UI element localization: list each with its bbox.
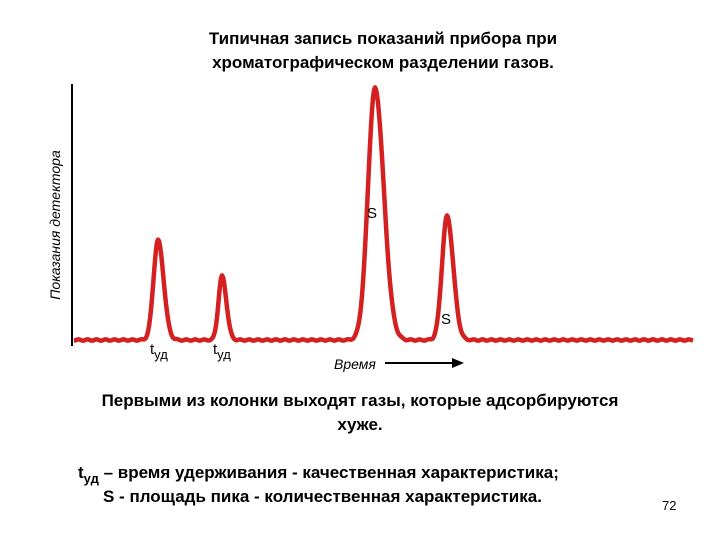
title-line: Типичная запись показаний прибора при (209, 29, 557, 48)
paragraph-line: хуже. (337, 415, 382, 434)
page-number: 72 (662, 498, 676, 513)
definition-text: – время удерживания - качественная харак… (99, 463, 559, 482)
subscript: уд (217, 347, 231, 362)
retention-label: tуд (213, 341, 231, 362)
paragraph-line: Первыми из колонки выходят газы, которые… (102, 391, 619, 410)
chromatogram (72, 85, 695, 343)
definition: S - площадь пика - количественная характ… (103, 487, 542, 506)
y-axis-label: Показания детектора (47, 150, 63, 300)
subscript: уд (154, 347, 168, 362)
symbol: t (150, 341, 155, 358)
retention-label: tуд (150, 341, 168, 362)
arrow-head (452, 358, 464, 368)
peak-label: S (367, 205, 377, 222)
peak-label: S (441, 311, 451, 328)
title-line: хроматографическом разделении газов. (212, 53, 554, 72)
subscript: уд (84, 471, 100, 486)
definition: tуд – время удерживания - качественная х… (78, 463, 559, 486)
symbol: t (78, 463, 84, 482)
x-axis-label: Время (334, 356, 376, 372)
symbol: t (213, 341, 218, 358)
